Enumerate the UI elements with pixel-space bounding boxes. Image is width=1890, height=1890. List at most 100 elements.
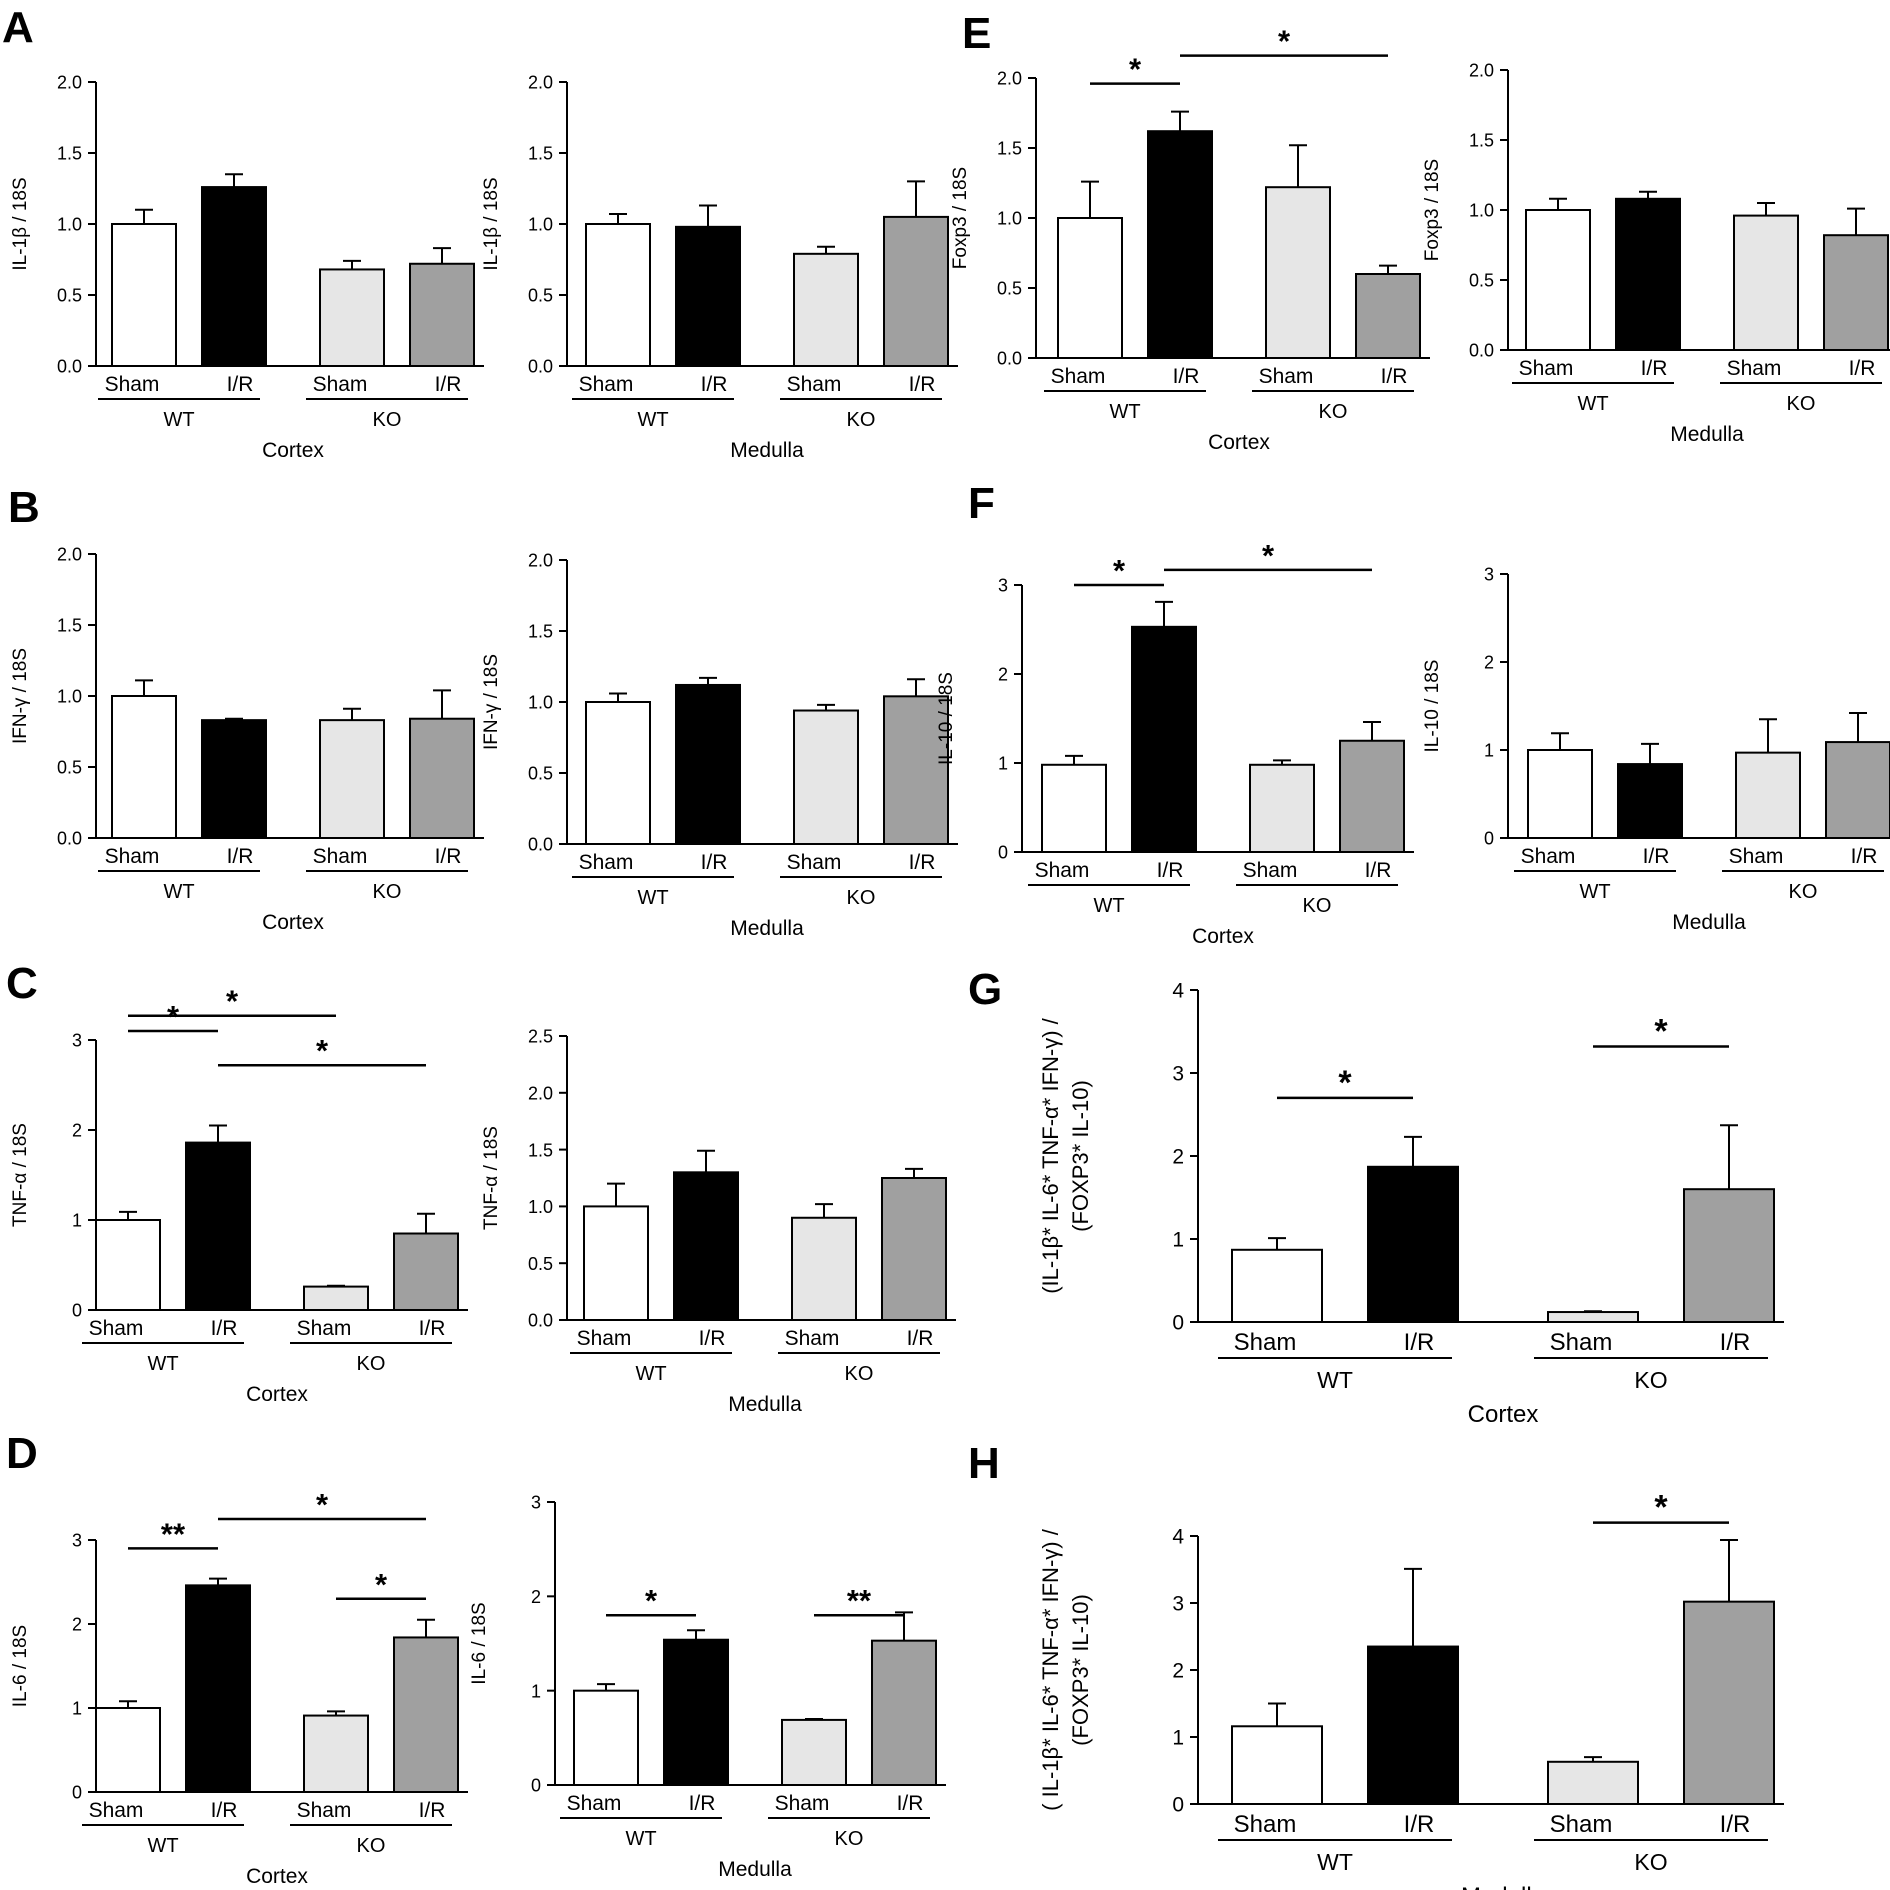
bar-ko-ir (883, 215, 949, 367)
group-label: KO (373, 881, 402, 903)
y-tick-label: 0.5 (997, 279, 1022, 299)
significance-marker: * (1129, 52, 1142, 87)
region-label: Cortex (262, 911, 324, 934)
y-axis-label: TNF-α / 18S (10, 1123, 31, 1227)
x-tick-label: I/R (1641, 357, 1668, 380)
group-label: KO (1303, 895, 1332, 917)
group-label: KO (1789, 881, 1818, 903)
x-tick-label: Sham (1550, 1329, 1613, 1356)
y-tick-label: 3 (72, 1031, 82, 1051)
group-label: WT (147, 1353, 178, 1375)
group-label: WT (1577, 393, 1608, 415)
significance-marker: * (226, 984, 239, 1019)
y-tick-label: 1.5 (997, 139, 1022, 159)
y-tick-label: 1.0 (997, 209, 1022, 229)
x-tick-label: Sham (1243, 859, 1298, 882)
y-tick-label: 0.5 (528, 764, 553, 784)
y-axis-label: Foxp3 / 18S (1422, 159, 1443, 261)
bar-wt-sham (1231, 1248, 1323, 1324)
significance-marker: * (645, 1583, 658, 1618)
y-tick-label: 0 (1172, 1312, 1184, 1335)
panel-label-g: G (968, 965, 1003, 1014)
group-label: WT (625, 1828, 656, 1850)
bar-ko-sham (1735, 751, 1801, 840)
y-tick-label: 0 (531, 1776, 541, 1796)
y-tick-label: 1 (1172, 1229, 1184, 1252)
region-label: Cortex (262, 439, 324, 462)
x-tick-label: Sham (105, 845, 160, 868)
bar-ko-ir (409, 717, 475, 839)
y-tick-label: 0.5 (57, 758, 82, 778)
significance-marker: * (1113, 553, 1126, 588)
y-axis-label: IL-10 / 18S (1422, 660, 1443, 753)
x-tick-label: I/R (1404, 1811, 1435, 1838)
y-tick-label: 2.5 (528, 1027, 553, 1047)
x-tick-label: I/R (701, 373, 728, 396)
y-axis-label: (IL-1β* IL-6* TNF-α* IFN-γ) / (1038, 1017, 1063, 1293)
group-label: WT (1317, 1367, 1353, 1393)
y-tick-label: 1 (72, 1699, 82, 1719)
y-tick-label: 1.0 (57, 215, 82, 235)
x-tick-label: Sham (775, 1792, 830, 1815)
group-label: KO (847, 409, 876, 431)
bar-wt-ir (1615, 197, 1681, 351)
bar-wt-ir (201, 719, 267, 840)
x-tick-label: I/R (909, 373, 936, 396)
significance-marker: ** (161, 1516, 186, 1551)
x-tick-label: I/R (211, 1317, 238, 1340)
group-label: WT (637, 409, 668, 431)
x-tick-label: Sham (567, 1792, 622, 1815)
x-tick-label: I/R (1157, 859, 1184, 882)
y-tick-label: 2 (1172, 1660, 1184, 1683)
bar-ko-ir (871, 1639, 937, 1787)
x-tick-label: I/R (1381, 365, 1408, 388)
y-tick-label: 1 (1484, 741, 1494, 761)
bar-ko-sham (1547, 1760, 1639, 1806)
group-label: KO (835, 1828, 864, 1850)
region-label: Cortex (1192, 925, 1254, 948)
group-label: WT (1317, 1849, 1353, 1875)
group-label: KO (1634, 1367, 1667, 1393)
y-tick-label: 0 (1172, 1794, 1184, 1817)
y-tick-label: 1.5 (528, 144, 553, 164)
x-tick-label: Sham (787, 851, 842, 874)
y-tick-label: 1.5 (57, 616, 82, 636)
y-tick-label: 3 (1172, 1063, 1184, 1086)
group-label: WT (163, 409, 194, 431)
group-label: KO (357, 1353, 386, 1375)
significance-marker: * (1654, 1489, 1668, 1527)
y-tick-label: 2 (998, 665, 1008, 685)
bar-ko-ir (409, 262, 475, 368)
x-tick-label: Sham (1051, 365, 1106, 388)
y-tick-label: 1.0 (57, 687, 82, 707)
x-tick-label: Sham (579, 851, 634, 874)
x-tick-label: Sham (1521, 845, 1576, 868)
y-tick-label: 0.0 (997, 349, 1022, 369)
y-tick-label: 3 (72, 1531, 82, 1551)
panel-label-f: F (968, 479, 995, 528)
y-tick-label: 1.0 (1469, 201, 1494, 221)
region-label: Medulla (730, 439, 804, 462)
y-tick-label: 0 (72, 1783, 82, 1803)
y-tick-label: 1.5 (57, 144, 82, 164)
y-tick-label: 0.0 (57, 829, 82, 849)
bar-ko-ir (883, 695, 949, 845)
y-tick-label: 2 (1484, 653, 1494, 673)
y-tick-label: 3 (998, 576, 1008, 596)
y-tick-label: 1.5 (528, 1140, 553, 1160)
y-axis-label: (FOXP3* IL-10) (1068, 1594, 1093, 1746)
y-axis-label: (FOXP3* IL-10) (1068, 1080, 1093, 1232)
group-label: WT (1093, 895, 1124, 917)
y-tick-label: 2.0 (57, 73, 82, 93)
region-label: Medulla (1670, 423, 1744, 446)
x-tick-label: Sham (785, 1327, 840, 1350)
group-label: WT (147, 1835, 178, 1857)
group-label: KO (1319, 401, 1348, 423)
y-tick-label: 4 (1172, 1526, 1184, 1549)
y-tick-label: 0.5 (1469, 271, 1494, 291)
